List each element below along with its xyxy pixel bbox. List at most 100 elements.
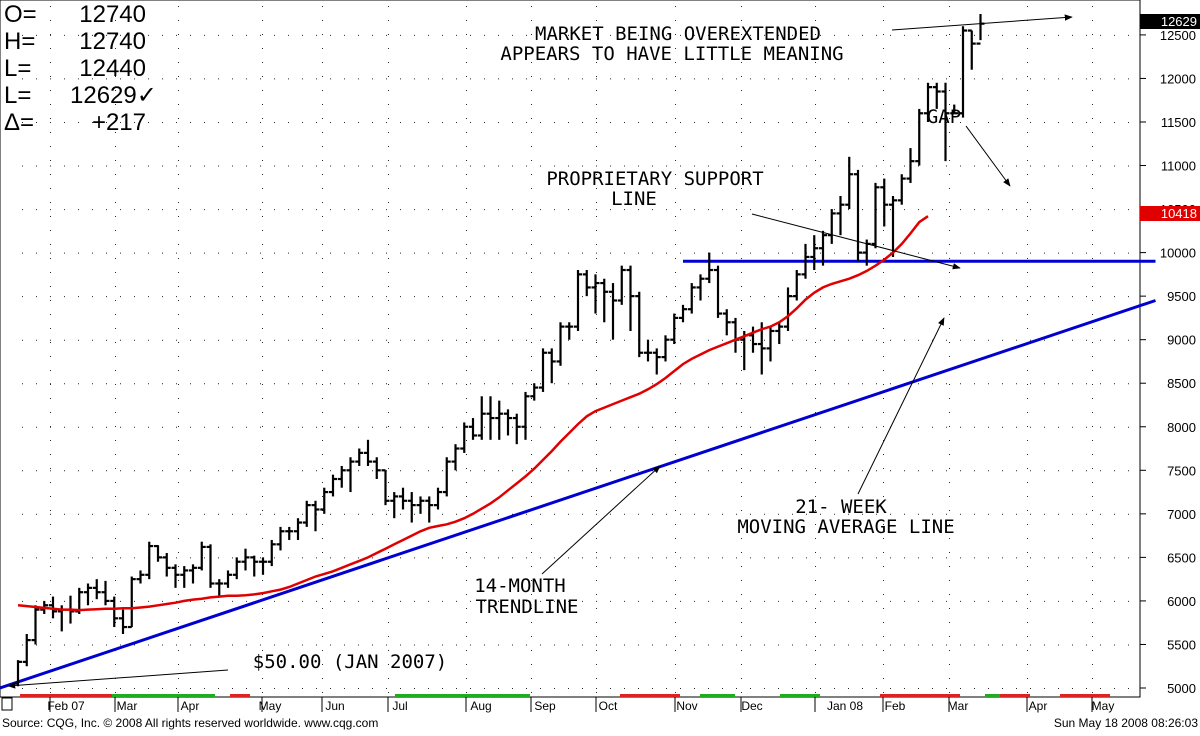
timeline-segment	[490, 694, 530, 697]
ohlc-bar	[311, 500, 320, 532]
annotation-support-line2: LINE	[611, 188, 657, 210]
plot-area	[0, 0, 1141, 698]
annotation-gap: GAP	[927, 106, 961, 128]
ohlc-bar	[101, 580, 110, 606]
ohlc-bar	[259, 557, 267, 575]
change-value: +217	[92, 109, 146, 136]
ohlc-bar	[565, 322, 574, 340]
ohlc-bar	[801, 243, 810, 279]
timeline-segment	[65, 694, 112, 697]
ohlc-bar	[31, 605, 40, 645]
arrow-gap	[965, 125, 1011, 187]
ohlc-bar	[854, 169, 862, 262]
x-tick-label: Mar	[117, 699, 138, 713]
timeline-segment	[620, 694, 680, 697]
ohlc-bar	[329, 474, 337, 497]
open-value: 12740	[79, 1, 146, 28]
ohlc-bar	[775, 322, 784, 345]
ohlc-bar	[460, 422, 469, 453]
y-tick-label: 10000	[1160, 246, 1196, 261]
x-tick-label: Jul	[392, 699, 407, 713]
ohlc-bar	[530, 383, 539, 401]
x-axis-start-box	[1, 697, 13, 711]
ohlc-bar	[906, 148, 915, 183]
ohlc-bar	[119, 609, 127, 635]
ohlc-bar	[469, 418, 477, 440]
arrow-overextended	[891, 14, 1073, 31]
y-tick-label: 12500	[1160, 28, 1196, 43]
ohlc-bar	[145, 541, 154, 580]
ohlc-bar	[539, 348, 547, 392]
timeline-strip	[20, 694, 1110, 697]
y-tick-label: 11500	[1161, 115, 1196, 130]
arrow-support	[751, 213, 961, 270]
ohlc-bar	[661, 335, 670, 362]
moving-average-layer	[17, 215, 929, 612]
ohlc-bars	[14, 14, 985, 687]
ohlc-bar	[521, 391, 530, 440]
ohlc-bar	[696, 274, 705, 301]
ohlc-bar	[792, 270, 801, 301]
ohlc-bar	[407, 492, 416, 523]
ohlc-bar	[757, 322, 766, 375]
annotation-trend-line2: TRENDLINE	[476, 596, 579, 618]
x-tick-label: Jan 08	[827, 699, 863, 713]
ohlc-bar	[705, 252, 714, 284]
ohlc-bar	[337, 465, 346, 488]
ohlc-bar	[285, 526, 294, 540]
annotation-price-note: $50.00 (JAN 2007)	[253, 651, 447, 673]
x-tick-label: Feb 07	[47, 699, 85, 713]
timeline-segment	[40, 694, 65, 697]
annotation-overextended-line2: APPEARS TO HAVE LITTLE MEANING	[500, 43, 843, 65]
ohlc-bar	[670, 313, 679, 345]
ohlc-bar	[556, 322, 565, 366]
ma-price-tag-text: 10418	[1161, 206, 1197, 221]
ohlc-bar	[162, 553, 171, 577]
last-price-tag-text: 12629	[1161, 14, 1197, 29]
ohlc-bar	[92, 579, 101, 600]
y-axis: 5000 5500 6000 6500 7000 7500 8000 8500 9000 9500…	[1140, 28, 1196, 696]
y-tick-label: 8000	[1167, 420, 1196, 435]
ohlc-bar	[967, 29, 976, 70]
y-tick-label: 7500	[1167, 463, 1196, 478]
annotation-trend-line1: 14-MONTH	[474, 575, 566, 597]
ohlc-bar	[250, 555, 259, 577]
annotations: MARKET BEING OVEREXTENDED APPEARS TO HAV…	[7, 14, 1073, 689]
ohlc-bar	[609, 283, 617, 340]
ohlc-bar	[915, 108, 924, 166]
ohlc-bar	[22, 634, 31, 667]
open-label: O=	[4, 1, 37, 28]
x-tick-label: Dec	[741, 699, 762, 713]
ohlc-bar	[241, 548, 250, 571]
ohlc-bar	[355, 448, 364, 466]
timeline-segment	[1000, 694, 1030, 697]
timeline-segment	[20, 694, 40, 697]
x-tick-label: Mar	[948, 699, 969, 713]
ohlc-bar	[425, 496, 434, 523]
footer-source: Source: CQG, Inc. © 2008 All rights rese…	[2, 716, 378, 730]
ohlc-bar	[49, 596, 57, 619]
ohlc-bar	[845, 156, 854, 210]
ohlc-bar	[687, 283, 696, 314]
y-tick-label: 6000	[1167, 594, 1196, 609]
timeline-segment	[395, 694, 490, 697]
ohlc-bar	[871, 182, 880, 249]
ohlc-bar	[364, 439, 372, 466]
x-tick-label: May	[1092, 699, 1115, 713]
y-tick-label: 6500	[1167, 550, 1196, 565]
ohlc-bar	[959, 26, 967, 118]
last-price-tag	[1140, 14, 1200, 29]
ohlc-readout: O= 12740 H= 12740 L= 12440 L= 12629✓ Δ= …	[4, 1, 157, 136]
y-tick-label: 5000	[1167, 681, 1196, 696]
y-tick-label: 12000	[1160, 71, 1196, 86]
last-label: L=	[4, 82, 31, 109]
ohlc-bar	[950, 104, 959, 115]
timeline-segment	[880, 694, 960, 697]
ohlc-bar	[215, 579, 224, 597]
y-tick-label: 11000	[1161, 159, 1196, 174]
trendline-layer	[0, 259, 1156, 690]
ohlc-bar	[206, 544, 215, 588]
timeline-segment	[112, 694, 135, 697]
ohlc-bar	[512, 413, 521, 445]
